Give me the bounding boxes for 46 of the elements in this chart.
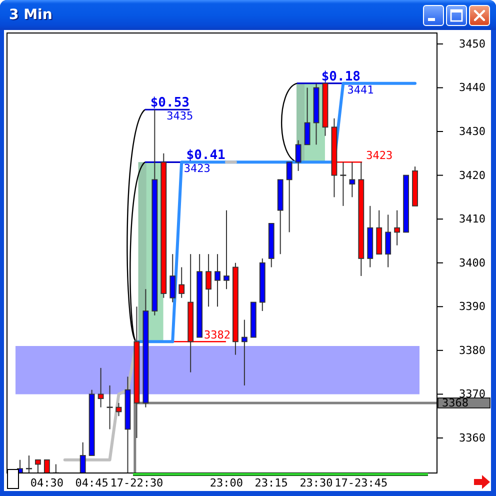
y-tick-label: 3390 [459, 300, 486, 314]
y-tick-label: 3420 [459, 168, 486, 182]
candlestick [286, 162, 292, 233]
candlestick [25, 454, 33, 473]
candlestick [349, 162, 356, 198]
y-tick-label: 3440 [459, 81, 486, 94]
candlestick [340, 162, 347, 206]
candlestick [304, 87, 310, 146]
annotation: 3441 [347, 83, 374, 96]
annotation: $0.18 [321, 69, 361, 84]
chart-title: 3 Min [9, 6, 52, 25]
x-tick-label: 17-23:45 [334, 476, 388, 490]
candlestick [178, 266, 185, 298]
y-tick-label: 3410 [459, 212, 486, 226]
annotation: 3435 [166, 110, 194, 123]
annotation: 3423 [184, 162, 210, 176]
candlestick [394, 210, 400, 246]
candlestick [98, 367, 104, 408]
y-tick-label: 3360 [459, 431, 486, 444]
candlestick [116, 402, 122, 417]
annotation: 3382 [204, 328, 231, 342]
candlestick [214, 254, 220, 308]
x-tick-label: 04:45 [75, 476, 108, 490]
x-tick-label: 17-22:30 [110, 476, 164, 490]
annotation: $0.41 [186, 148, 226, 164]
y-tick-label: 3380 [459, 344, 486, 357]
annotation: $0.53 [150, 96, 190, 111]
y-tick-label: 3450 [459, 37, 486, 50]
x-tick-label: 04:30 [30, 476, 64, 490]
x-tick-label: 23:30 [300, 476, 333, 490]
candlestick [35, 459, 41, 473]
y-tick-label: 3400 [459, 256, 486, 270]
x-tick-label: 23:00 [210, 476, 244, 490]
candlestick [385, 214, 392, 268]
candlestick [224, 210, 230, 290]
candlestick [44, 459, 50, 473]
annotation: 3423 [366, 149, 393, 162]
candlestick [295, 140, 302, 172]
x-tick-label: 23:15 [254, 476, 288, 490]
candlestick [206, 254, 212, 308]
candlestick [241, 319, 248, 386]
candlestick [106, 384, 114, 430]
candlestick [80, 442, 86, 473]
ref-line-label: 3368 [442, 396, 468, 410]
candlestick [170, 254, 176, 303]
y-tick-label: 3430 [459, 125, 486, 138]
